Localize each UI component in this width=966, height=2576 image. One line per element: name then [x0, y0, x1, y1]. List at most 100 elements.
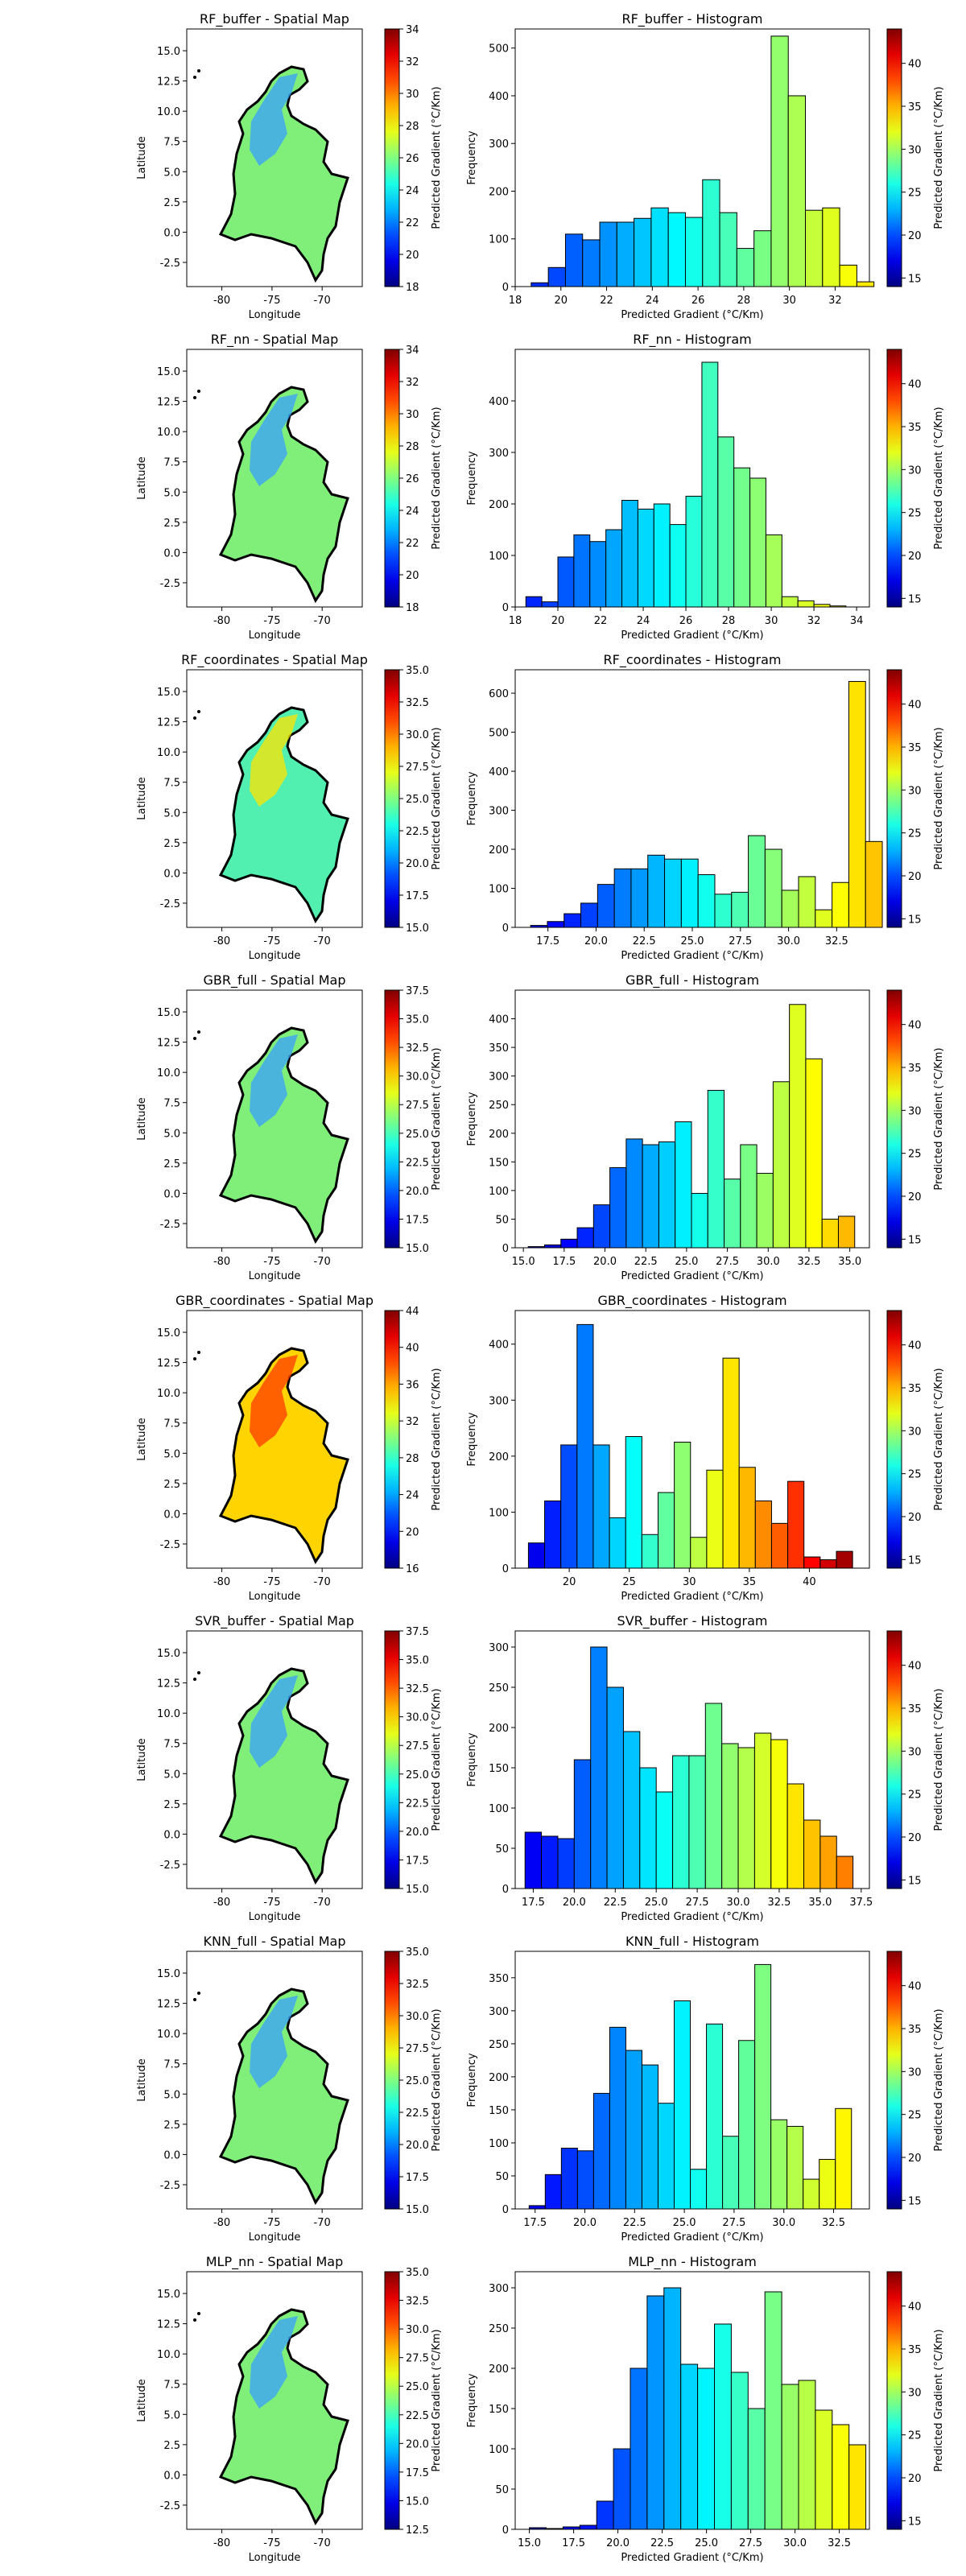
y-tick-label: 50 [495, 1843, 509, 1856]
hist-bar [530, 282, 549, 287]
island-marker [197, 710, 200, 713]
colorbar-tick-label: 20.0 [406, 858, 429, 870]
hist-bar [789, 1004, 807, 1249]
map-region [250, 394, 298, 486]
y-axis-label: Frequency [466, 1732, 478, 1786]
y-axis-label: Frequency [466, 2053, 478, 2107]
hist-bar [749, 477, 766, 608]
x-tick-label: 32.5 [822, 2217, 845, 2229]
spatial-map-panel: RF_buffer - Spatial Map -80 -75 -70 -2.5 0.0 2… [136, 11, 443, 321]
colorbar-tick-label: 35 [908, 422, 922, 434]
hist-bar [690, 1537, 708, 1569]
y-tick-label: 200 [489, 499, 509, 511]
map-region [250, 2316, 298, 2409]
x-tick-label: 27.5 [686, 1897, 709, 1909]
y-tick-label: 100 [489, 1803, 509, 1815]
hist-bar [706, 1469, 724, 1569]
colorbar-tick-label: 15 [908, 914, 922, 926]
x-tick-label: 17.5 [552, 1256, 576, 1268]
x-tick-label: 25.0 [695, 2537, 718, 2549]
x-axis-label: Predicted Gradient (°C/Km) [621, 1591, 763, 1603]
hist-bar [839, 264, 857, 287]
colorbar-tick-label: 40 [908, 2301, 922, 2314]
colorbar-tick-label: 30.0 [406, 2011, 429, 2023]
y-tick-label: 50 [495, 2484, 509, 2496]
hist-bar [822, 207, 840, 287]
colorbar-tick-label: 17.5 [406, 1214, 429, 1226]
spatial-map-panel: RF_nn - Spatial Map -80 -75 -70 -2.5 0.0 2.5 5.… [136, 332, 443, 642]
colorbar-tick-label: 30 [908, 1105, 922, 1117]
x-tick-label: 22.5 [634, 1256, 658, 1268]
x-tick-label: -70 [314, 1256, 331, 1268]
y-tick-label: 7.5 [163, 2380, 180, 2392]
colorbar-label: Predicted Gradient (°C/Km) [431, 407, 443, 549]
colorbar-tick-label: 20.0 [406, 2140, 429, 2152]
colorbar-tick-label: 15.0 [406, 2496, 429, 2508]
y-tick-label: 7.5 [163, 1418, 180, 1430]
hist-bar [564, 233, 584, 287]
y-tick-label: 350 [489, 1042, 509, 1055]
y-tick-label: 200 [489, 2072, 509, 2084]
y-tick-label: 7.5 [163, 137, 180, 149]
colorbar-tick-label: 17.5 [406, 1855, 429, 1867]
y-tick-label: 2.5 [163, 1479, 180, 1491]
hist-bar [530, 925, 548, 928]
y-tick-label: 12.5 [157, 1038, 180, 1050]
y-tick-label: 500 [489, 728, 509, 740]
x-tick-label: 25.0 [673, 2217, 696, 2229]
hist-bar [524, 1831, 543, 1889]
colorbar-tick-label: 15 [908, 2195, 922, 2207]
colorbar-tick-label: 25.0 [406, 1129, 429, 1141]
hist-bar [672, 1755, 690, 1889]
hist-bar [690, 2169, 708, 2210]
hist-bar [576, 2150, 594, 2210]
x-tick-label: -70 [314, 295, 331, 307]
y-tick-label: 10.0 [157, 2029, 180, 2041]
colorbar-tick-label: 35.0 [406, 1946, 429, 1959]
hist-bar [786, 2125, 804, 2210]
colorbar-tick-label: 34 [406, 24, 419, 36]
colorbar-tick-label: 15 [908, 1234, 922, 1246]
y-tick-label: 10.0 [157, 106, 180, 118]
y-axis-label: Latitude [136, 2379, 148, 2422]
y-tick-label: 15.0 [157, 687, 180, 699]
y-tick-label: 100 [489, 1507, 509, 1519]
hist-bar [625, 1436, 642, 1569]
histogram-panel: RF_buffer - Histogram 18 20 22 24 26 28 30 32 0 10… [466, 11, 945, 321]
y-tick-label: 0 [502, 282, 509, 294]
x-axis-label: Longitude [249, 1591, 301, 1603]
x-tick-label: -70 [314, 2537, 331, 2549]
hist-bar [657, 1492, 675, 1569]
colorbar-tick-label: 30 [908, 1426, 922, 1438]
colorbar-tick-label: 24 [406, 1490, 419, 1502]
colorbar-label: Predicted Gradient (°C/Km) [431, 86, 443, 229]
colorbar [384, 1310, 400, 1569]
colorbar-tick-label: 32 [406, 1416, 419, 1428]
x-tick-label: 40 [803, 1576, 816, 1588]
hist-bar [685, 495, 703, 608]
hist-bar [580, 902, 598, 928]
y-tick-label: -2.5 [160, 578, 180, 590]
colorbar-tick-label: 22.5 [406, 1798, 429, 1810]
y-tick-label: 250 [489, 1100, 509, 1112]
x-tick-label: 20.0 [593, 1256, 617, 1268]
x-tick-label: 30.0 [757, 1256, 780, 1268]
colorbar-tick-label: 35 [908, 2344, 922, 2356]
colorbar-tick-label: 30.0 [406, 2324, 429, 2336]
island-marker [197, 1030, 200, 1034]
x-axis-label: Predicted Gradient (°C/Km) [621, 630, 763, 642]
colorbar-tick-label: 32.5 [406, 697, 429, 709]
y-tick-label: 5.0 [163, 487, 180, 499]
hist-bar [770, 1739, 788, 1889]
colorbar-tick-label: 20.0 [406, 1827, 429, 1839]
y-tick-label: 0 [502, 602, 509, 614]
hist-bar [835, 2107, 852, 2210]
hist-bar [753, 230, 772, 287]
y-tick-label: 300 [489, 448, 509, 460]
hist-bar [560, 1444, 578, 1569]
colorbar-tick-label: 22.5 [406, 2107, 429, 2120]
hist-bar [592, 1204, 611, 1249]
hist-bar [770, 1522, 789, 1569]
colorbar-tick-label: 22.5 [406, 826, 429, 838]
